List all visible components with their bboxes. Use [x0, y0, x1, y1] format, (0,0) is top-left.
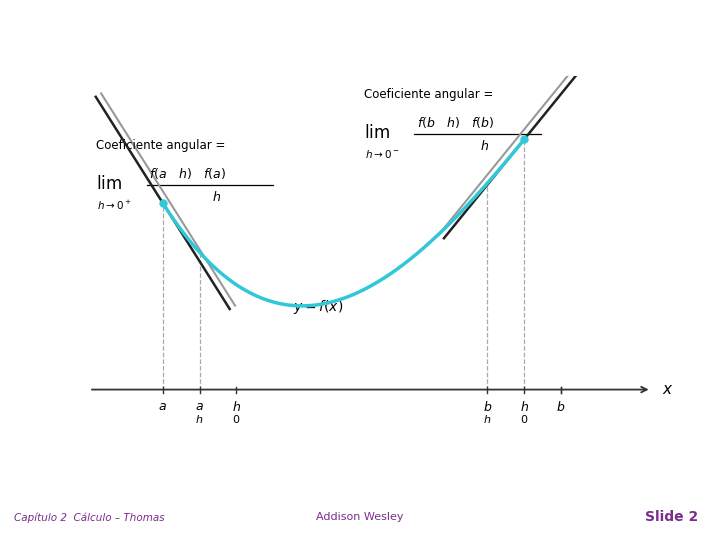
Text: $b$: $b$ — [483, 400, 492, 414]
Text: $0$: $0$ — [520, 413, 528, 425]
Text: $h \to 0^-$: $h \to 0^-$ — [365, 148, 400, 160]
Text: $h$: $h$ — [195, 413, 204, 425]
Text: $\lim$: $\lim$ — [364, 124, 390, 142]
Text: Figura 2.7:  Derivadas em extremidades são limites laterais.: Figura 2.7: Derivadas em extremidades sã… — [14, 25, 646, 45]
Text: $h$: $h$ — [483, 413, 492, 425]
Text: Slide 2: Slide 2 — [645, 510, 698, 524]
Text: Coeficiente angular =: Coeficiente angular = — [364, 88, 493, 101]
Text: $a$: $a$ — [158, 400, 167, 413]
Text: $\lim$: $\lim$ — [96, 175, 122, 193]
Text: $y = f(x)$: $y = f(x)$ — [293, 298, 343, 316]
Text: $h$: $h$ — [480, 139, 489, 153]
Text: Addison Wesley: Addison Wesley — [316, 512, 404, 522]
Text: $h$: $h$ — [212, 190, 221, 204]
Text: Coeficiente angular =: Coeficiente angular = — [96, 139, 225, 152]
Text: $x$: $x$ — [662, 382, 673, 397]
Text: $a$: $a$ — [195, 400, 204, 413]
Text: $f(a\ \ \ h)\ \ \ f(a)$: $f(a\ \ \ h)\ \ \ f(a)$ — [149, 166, 226, 181]
Text: Capítulo 2  Cálculo – Thomas: Capítulo 2 Cálculo – Thomas — [14, 512, 165, 523]
Text: $f(b\ \ \ h)\ \ \ f(b)$: $f(b\ \ \ h)\ \ \ f(b)$ — [417, 115, 495, 130]
Text: $h$: $h$ — [520, 400, 529, 414]
Text: $0$: $0$ — [233, 413, 240, 425]
Text: $h \to 0^+$: $h \to 0^+$ — [97, 199, 132, 212]
Text: $h$: $h$ — [232, 400, 241, 414]
Text: $b$: $b$ — [557, 400, 566, 414]
